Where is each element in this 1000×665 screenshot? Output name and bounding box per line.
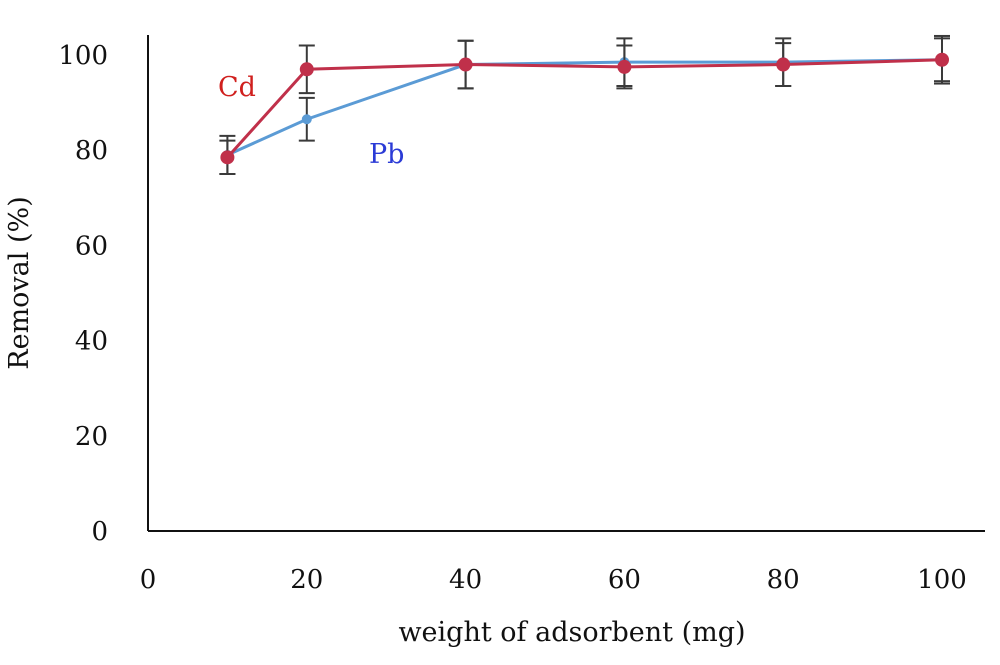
y-axis-title: Removal (%) [4, 196, 35, 369]
data-point-cd [220, 150, 235, 165]
series-line-pb [226, 58, 943, 157]
series-label-pb: Pb [369, 139, 404, 170]
data-point-cd [776, 57, 791, 72]
x-tick-label: 40 [449, 565, 482, 595]
y-tick-label: 80 [75, 136, 108, 166]
data-point-cd [935, 52, 949, 67]
x-tick-label: 60 [608, 565, 641, 595]
y-tick-label: 20 [75, 422, 108, 452]
axes [147, 35, 985, 532]
series-label-cd: Cd [218, 72, 256, 103]
y-tick-labels: 0 20 40 60 80 100 [58, 41, 108, 547]
series-layer [219, 34, 950, 175]
series-pb [219, 34, 950, 175]
x-tick-label: 0 [140, 565, 157, 595]
y-tick-label: 100 [58, 41, 108, 71]
series-cd [219, 37, 950, 175]
series-line-cd [226, 58, 943, 159]
y-tick-label: 40 [75, 327, 108, 357]
data-point-cd [458, 57, 473, 72]
data-point-pb [301, 114, 312, 125]
x-tick-label: 80 [767, 565, 800, 595]
y-tick-label: 60 [75, 231, 108, 261]
x-tick-labels: 0 20 40 60 80 100 [140, 565, 967, 595]
data-point-cd [299, 62, 314, 77]
x-tick-label: 20 [290, 565, 323, 595]
y-tick-label: 0 [91, 517, 108, 547]
x-axis-title: weight of adsorbent (mg) [398, 617, 745, 648]
x-tick-label: 100 [917, 565, 967, 595]
data-point-cd [617, 59, 632, 74]
